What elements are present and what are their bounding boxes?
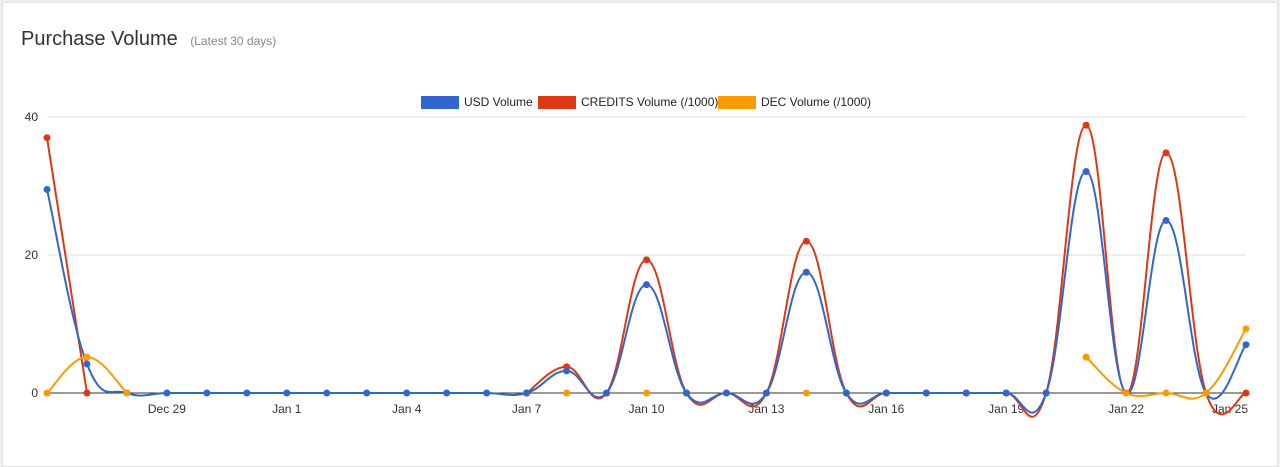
x-tick-label: Dec 29 [148,402,186,416]
x-tick-label: Jan 19 [988,402,1024,416]
series-line-credits [46,137,88,394]
chart-header: Purchase Volume (Latest 30 days) [21,28,276,51]
data-point-usd[interactable] [203,389,211,397]
data-point-usd[interactable] [722,389,730,397]
data-point-dec[interactable] [1082,353,1090,361]
data-point-usd[interactable] [1082,168,1090,176]
y-tick-label: 20 [25,248,39,262]
series-line-usd [46,170,1247,414]
y-tick-label: 40 [25,110,39,124]
series-line-dec [1085,328,1247,400]
data-point-credits[interactable] [802,237,810,245]
data-point-usd[interactable] [962,389,970,397]
data-point-dec[interactable] [643,389,650,397]
series-line-credits [526,124,1247,418]
data-point-dec[interactable] [563,389,571,397]
chart-title: Purchase Volume [21,28,178,50]
data-point-credits[interactable] [1162,149,1170,157]
data-point-usd[interactable] [243,389,251,397]
data-point-usd[interactable] [43,185,51,193]
x-tick-label: Jan 4 [392,402,422,416]
legend-swatch-credits[interactable] [538,96,576,109]
data-point-usd[interactable] [83,360,91,368]
data-point-usd[interactable] [882,389,890,397]
data-point-usd[interactable] [1042,389,1050,397]
data-point-usd[interactable] [363,389,371,397]
data-point-credits[interactable] [1082,121,1090,129]
data-point-credits[interactable] [43,134,51,142]
x-tick-label: Jan 10 [628,402,664,416]
data-point-dec[interactable] [802,389,810,397]
data-point-usd[interactable] [682,389,690,397]
data-point-usd[interactable] [802,268,810,276]
data-point-dec[interactable] [83,353,91,361]
y-tick-label: 0 [31,386,38,400]
data-point-usd[interactable] [1162,217,1170,224]
data-point-usd[interactable] [842,389,850,397]
data-point-usd[interactable] [922,389,930,397]
data-point-dec[interactable] [1122,389,1130,397]
data-point-dec[interactable] [1202,389,1210,397]
legend-swatch-usd[interactable] [421,96,459,109]
data-point-usd[interactable] [323,389,331,397]
data-point-usd[interactable] [403,389,411,397]
data-point-usd[interactable] [603,389,611,397]
legend-label-usd[interactable]: USD Volume [464,95,533,109]
x-tick-label: Jan 16 [868,402,904,416]
x-tick-label: Jan 1 [272,402,302,416]
data-point-usd[interactable] [483,389,491,397]
data-point-credits[interactable] [83,389,91,397]
data-point-usd[interactable] [563,367,571,375]
legend-swatch-dec[interactable] [718,96,756,109]
chart-subtitle: (Latest 30 days) [190,34,277,48]
data-point-usd[interactable] [283,389,291,397]
data-point-dec[interactable] [123,389,131,397]
data-point-usd[interactable] [1002,389,1010,397]
data-point-credits[interactable] [643,256,650,264]
legend-label-credits[interactable]: CREDITS Volume (/1000) [581,95,718,109]
data-point-dec[interactable] [1162,389,1170,397]
data-point-dec[interactable] [1242,325,1250,333]
data-point-usd[interactable] [163,389,171,397]
data-point-usd[interactable] [643,281,650,289]
data-point-credits[interactable] [1242,389,1250,397]
data-point-usd[interactable] [762,389,770,397]
data-point-usd[interactable] [1242,341,1250,349]
data-point-usd[interactable] [443,389,451,397]
data-point-dec[interactable] [43,389,51,397]
legend-label-dec[interactable]: DEC Volume (/1000) [761,95,871,109]
x-tick-label: Jan 22 [1108,402,1144,416]
x-tick-label: Jan 7 [512,402,542,416]
data-point-usd[interactable] [523,389,531,397]
